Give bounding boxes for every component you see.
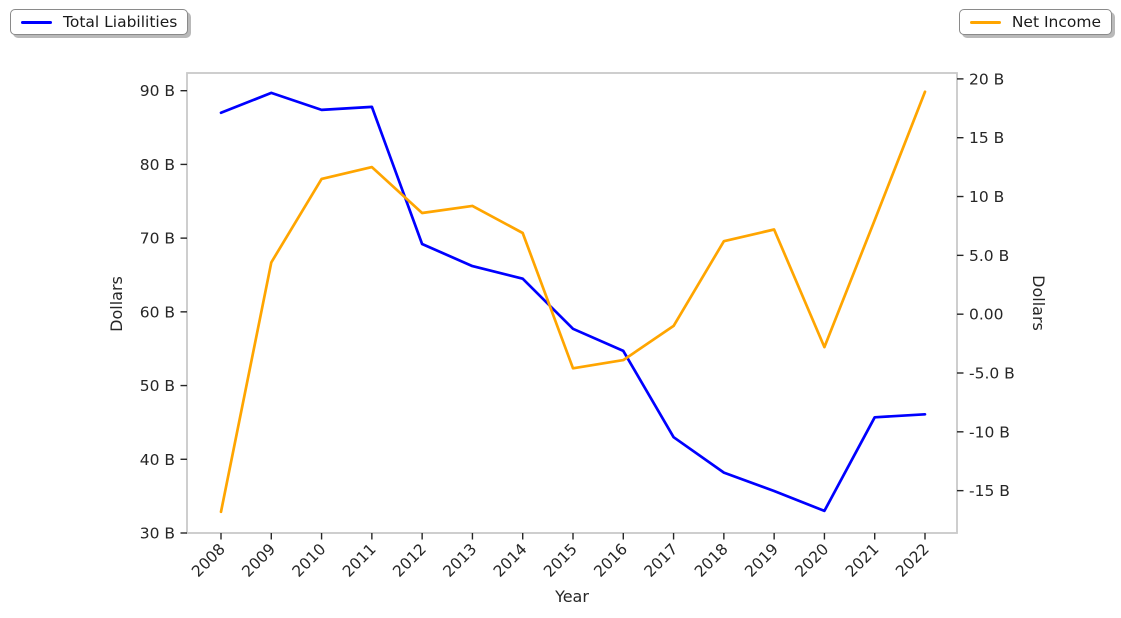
x-tick-label: 2021 [842, 540, 883, 581]
y-right-tick-label: 5.0 B [969, 247, 1009, 265]
y-left-tick-label: 80 B [140, 156, 175, 174]
x-tick-label: 2008 [188, 540, 229, 581]
x-tick-label: 2011 [339, 540, 380, 581]
legend-total-liabilities: Total Liabilities [10, 9, 189, 35]
y-axis-left-title: Dollars [107, 276, 126, 332]
net-income-line-swatch [969, 20, 1001, 24]
x-axis-title: Year [554, 587, 589, 606]
y-left-tick-label: 60 B [140, 303, 175, 321]
x-tick-label: 2022 [892, 540, 933, 581]
y-right-tick-label: 20 B [969, 70, 1004, 88]
x-tick-label: 2012 [389, 540, 430, 581]
y-axis-right-title: Dollars [1029, 275, 1048, 331]
legend-net-income-label: Net Income [1011, 13, 1101, 31]
x-tick-label: 2010 [289, 540, 330, 581]
total-liabilities-line-swatch [21, 20, 52, 24]
series-line-total-liabilities [219, 91, 927, 513]
y-left-tick-label: 50 B [140, 377, 175, 395]
series-line-net-income [219, 90, 927, 514]
y-right-tick-label: 15 B [969, 129, 1004, 147]
x-tick-label: 2017 [641, 540, 682, 581]
legend-total-liabilities-label: Total Liabilities [63, 13, 178, 31]
y-right-tick-label: -5.0 B [969, 365, 1015, 383]
x-tick-label: 2014 [490, 540, 531, 581]
y-left-tick-label: 70 B [140, 230, 175, 248]
x-tick-label: 2020 [792, 540, 833, 581]
x-tick-label: 2009 [238, 540, 279, 581]
x-tick-label: 2013 [440, 540, 481, 581]
y-right-tick-label: -15 B [969, 482, 1010, 500]
x-tick-label: 2019 [741, 540, 782, 581]
plot-area [186, 72, 958, 534]
x-tick-label: 2015 [540, 540, 581, 581]
y-right-tick-label: 10 B [969, 188, 1004, 206]
y-right-tick-label: 0.00 [969, 306, 1004, 324]
y-right-tick-label: -10 B [969, 423, 1010, 441]
y-left-tick-label: 90 B [140, 82, 175, 100]
x-tick-label: 2016 [590, 540, 631, 581]
legend-net-income: Net Income [958, 9, 1112, 35]
y-left-tick-label: 40 B [140, 451, 175, 469]
x-tick-label: 2018 [691, 540, 732, 581]
y-left-tick-label: 30 B [140, 525, 175, 543]
